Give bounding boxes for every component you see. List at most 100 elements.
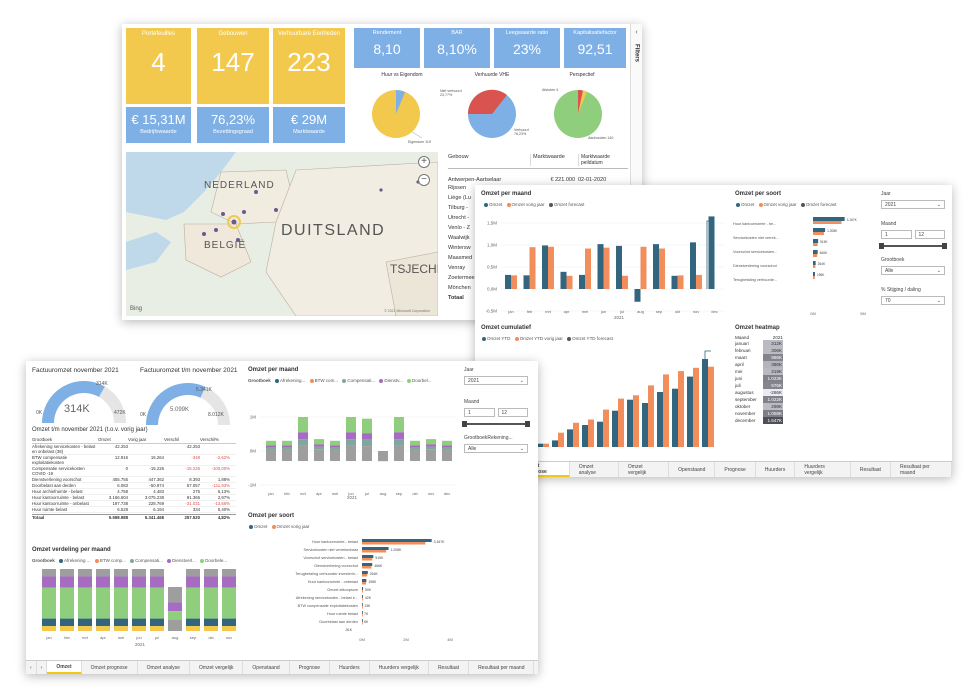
bar-segment[interactable] (150, 576, 164, 588)
bar-segment[interactable] (60, 587, 74, 619)
heatmap-row[interactable]: januari 312K (735, 340, 783, 347)
bar-omzet-ytd[interactable] (627, 399, 633, 447)
maand-range-slider[interactable] (462, 421, 530, 427)
bar-segment[interactable] (60, 576, 74, 588)
bar-segment[interactable] (442, 447, 452, 450)
pie-slice-niet-verhuurd[interactable] (467, 89, 507, 114)
bar-omzet[interactable] (597, 244, 604, 289)
pie-verhuurde-vhe[interactable]: Verhuurde VHE Niet verhuurd 23,77% Verhu… (440, 72, 534, 146)
tab-prognose[interactable]: Prognose (715, 462, 756, 477)
bar-omzet-ytd[interactable] (537, 443, 543, 447)
legend-item[interactable]: Omzet vorig jaar (511, 202, 545, 207)
bar-segment[interactable] (346, 432, 356, 440)
bar-omzet-vorig-jaar[interactable] (362, 566, 372, 569)
table-row[interactable]: Waalwijk (448, 235, 470, 241)
bar-segment[interactable] (168, 611, 182, 620)
heatmap-row[interactable]: augustus -286K (735, 389, 783, 396)
table-row[interactable]: BTW compensatie exploitatiekosten 12.916 1… (32, 455, 236, 466)
maand-to-input[interactable]: 12 (914, 230, 945, 239)
col-omzet[interactable]: Omzet (98, 437, 111, 442)
bar-omzet[interactable] (560, 271, 567, 289)
maand-range-slider[interactable] (879, 243, 947, 249)
bar-omzet-ytd-vorig-jaar[interactable] (603, 409, 609, 447)
bar-segment[interactable] (222, 618, 236, 627)
bar-segment[interactable] (150, 569, 164, 577)
col-verschil-pct[interactable]: Verschil% (200, 437, 219, 442)
bar-segment[interactable] (42, 587, 56, 619)
map-marker[interactable] (242, 210, 246, 214)
table-row[interactable]: Huur archiefruimte - belast 4.758 4.483 275… (32, 489, 236, 495)
collapse-icon[interactable]: ‹ (635, 29, 638, 36)
pie-slice-huur[interactable] (396, 90, 405, 114)
col-grootboek[interactable]: Grootboek (32, 437, 53, 442)
bar-segment[interactable] (410, 449, 420, 451)
table-row[interactable]: Afrekening servicekosten - belast en onb… (32, 444, 236, 455)
bar-omzet[interactable] (813, 261, 816, 265)
bar-segment[interactable] (96, 587, 110, 619)
bar-omzet-vorig-jaar[interactable] (529, 247, 536, 289)
bar-segment[interactable] (132, 587, 146, 619)
bar-omzet[interactable] (362, 539, 432, 542)
table-row[interactable]: Utrecht - (448, 215, 470, 221)
bar-omzet-vorig-jaar[interactable] (566, 275, 573, 289)
tab-omzet-analyse[interactable]: Omzet analyse (570, 462, 619, 477)
legend-item[interactable]: BTW comp... (99, 558, 126, 563)
bar-segment[interactable] (78, 587, 92, 619)
map-visual[interactable]: NEDERLAND BELGIË DUITSLAND TSJECHIË + − … (126, 152, 438, 316)
bar-segment[interactable] (78, 576, 92, 588)
legend-item[interactable]: Doorbel... (412, 378, 432, 383)
map-marker[interactable] (236, 238, 240, 242)
bar-segment[interactable] (60, 626, 74, 631)
bar-omzet[interactable] (671, 275, 678, 289)
maand-from-input[interactable]: 1 (881, 230, 912, 239)
bar-omzet-vorig-jaar[interactable] (548, 246, 554, 289)
bar-omzet[interactable] (813, 228, 826, 232)
tab-openstaand[interactable]: Openstaand (243, 661, 290, 674)
gebouw-table[interactable]: Gebouw Marktwaarde Marktwaarde peildatum… (448, 154, 628, 314)
heatmap-row[interactable]: april 386K (735, 361, 783, 368)
tab-omzet[interactable]: Omzet (47, 661, 82, 674)
bar-segment[interactable] (222, 569, 236, 577)
bar-segment[interactable] (96, 569, 110, 577)
bar-segment[interactable] (266, 445, 276, 448)
tab-huurders[interactable]: Huurders (756, 462, 796, 477)
bar-segment[interactable] (204, 576, 218, 588)
heatmap-row[interactable]: november 1.058K (735, 410, 783, 417)
pie-huur-eigendom[interactable]: Huur vs Eigendom Eigendom 119 (362, 72, 442, 146)
bar-segment[interactable] (204, 618, 218, 627)
legend-item[interactable]: Dienstv... (384, 378, 403, 383)
bar-segment[interactable] (266, 449, 276, 451)
bar-segment[interactable] (314, 446, 324, 450)
table-row[interactable]: Antwerpen-Aartselaar € 221.000 02-01-202… (448, 177, 628, 183)
gauge-factuuromzet-tm-november[interactable] (138, 381, 238, 427)
bar-omzet-vorig-jaar[interactable] (362, 614, 363, 617)
bar-omzet[interactable] (362, 595, 363, 598)
bar-omzet-vorig-jaar[interactable] (362, 622, 363, 625)
bar-segment[interactable] (426, 449, 436, 451)
slicer-jaar[interactable]: Jaar 2021 ⌄ (881, 191, 945, 209)
bar-segment[interactable] (222, 576, 236, 588)
tab-huurders-vergelijk[interactable]: Huurders vergelijk (795, 462, 851, 477)
bar-omzet[interactable] (505, 274, 511, 289)
bar-segment[interactable] (168, 587, 182, 603)
bar-segment[interactable] (186, 587, 200, 619)
bar-omzet-vorig-jaar[interactable] (813, 276, 815, 279)
tab-resultaat[interactable]: Resultaat (851, 462, 891, 477)
col-marktwaarde[interactable]: Marktwaarde (530, 154, 578, 166)
heatmap-row[interactable]: september 1.022K (735, 396, 783, 403)
table-row[interactable]: Huur ruimte belast 6.528 6.194 334 5,40% (32, 507, 236, 513)
bar-segment[interactable] (362, 439, 372, 447)
legend-item[interactable]: Omzet (741, 202, 755, 207)
bar-segment[interactable] (204, 626, 218, 631)
slider-handle[interactable] (525, 421, 530, 427)
bar-segment[interactable] (222, 626, 236, 631)
bar-omzet[interactable] (653, 244, 659, 289)
table-row[interactable]: Zoetermee (448, 275, 475, 281)
legend-item[interactable]: Compensati... (347, 378, 376, 383)
kpi-bedrijfswaarde[interactable]: € 15,31M Bedrijfswaarde (126, 107, 191, 143)
bar-segment[interactable] (114, 618, 128, 627)
table-row[interactable]: Huur kantoorruimte - onbelast 197.738 228.… (32, 501, 236, 507)
bar-segment[interactable] (314, 439, 324, 445)
bar-omzet-vorig-jaar[interactable] (659, 248, 665, 289)
tab-omzet-vergelijk[interactable]: Omzet vergelijk (190, 661, 244, 674)
